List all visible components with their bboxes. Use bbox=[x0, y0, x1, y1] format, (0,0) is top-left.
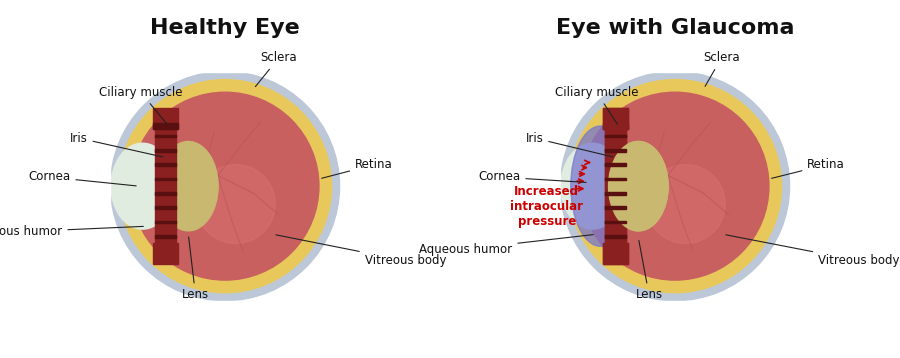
Bar bbox=[605, 178, 626, 180]
Text: Increased
intraocular
pressure: Increased intraocular pressure bbox=[510, 185, 583, 228]
Text: Retina: Retina bbox=[771, 158, 845, 178]
Bar bbox=[603, 243, 627, 264]
Bar bbox=[605, 163, 626, 166]
Text: Lens: Lens bbox=[635, 241, 662, 301]
Text: Sclera: Sclera bbox=[703, 51, 740, 86]
Text: Vitreous body: Vitreous body bbox=[725, 235, 900, 267]
Ellipse shape bbox=[111, 143, 174, 229]
Bar bbox=[605, 135, 626, 137]
Text: Healthy Eye: Healthy Eye bbox=[150, 18, 300, 38]
Circle shape bbox=[119, 79, 331, 293]
Text: Cornea: Cornea bbox=[478, 170, 586, 184]
Bar bbox=[605, 129, 626, 243]
Text: Vitreous body: Vitreous body bbox=[275, 235, 446, 267]
Bar bbox=[603, 123, 627, 129]
Bar bbox=[605, 206, 626, 209]
Bar bbox=[605, 178, 626, 180]
Circle shape bbox=[646, 165, 725, 243]
Bar bbox=[605, 235, 626, 238]
Bar bbox=[10, 0, 440, 72]
Bar bbox=[155, 129, 176, 243]
Bar bbox=[605, 221, 626, 223]
Bar bbox=[605, 163, 626, 166]
Bar bbox=[460, 0, 561, 358]
Bar bbox=[155, 135, 176, 137]
Text: Aqueous humor: Aqueous humor bbox=[419, 234, 593, 256]
Bar bbox=[155, 192, 176, 195]
Bar bbox=[155, 149, 176, 152]
Text: Eye with Glaucoma: Eye with Glaucoma bbox=[556, 18, 794, 38]
Bar bbox=[605, 135, 626, 137]
Circle shape bbox=[569, 79, 781, 293]
Text: Ciliary muscle: Ciliary muscle bbox=[554, 86, 638, 124]
Ellipse shape bbox=[571, 126, 630, 246]
Bar bbox=[605, 192, 626, 195]
Bar bbox=[10, 0, 111, 358]
Text: Ciliary muscle: Ciliary muscle bbox=[99, 86, 183, 125]
Bar bbox=[603, 243, 627, 264]
Bar bbox=[605, 192, 626, 195]
Bar bbox=[603, 108, 627, 129]
Bar bbox=[605, 149, 626, 152]
Bar bbox=[155, 221, 176, 223]
Bar bbox=[155, 206, 176, 209]
Bar bbox=[605, 221, 626, 223]
Text: Iris: Iris bbox=[69, 131, 163, 157]
Bar bbox=[605, 149, 626, 152]
Ellipse shape bbox=[608, 141, 668, 231]
Text: Aqueous humor: Aqueous humor bbox=[0, 226, 143, 238]
Text: Retina: Retina bbox=[321, 158, 392, 178]
Bar bbox=[155, 235, 176, 238]
Bar bbox=[155, 178, 176, 180]
Circle shape bbox=[111, 72, 339, 301]
Bar bbox=[460, 301, 890, 358]
Bar bbox=[10, 301, 440, 358]
Bar bbox=[153, 123, 177, 129]
Ellipse shape bbox=[158, 141, 218, 231]
Text: Iris: Iris bbox=[526, 131, 613, 157]
Text: Lens: Lens bbox=[182, 237, 209, 301]
Circle shape bbox=[196, 165, 275, 243]
Bar bbox=[153, 108, 177, 129]
Bar bbox=[153, 243, 177, 264]
Circle shape bbox=[561, 72, 789, 301]
Bar bbox=[155, 163, 176, 166]
Bar bbox=[605, 129, 626, 243]
Ellipse shape bbox=[608, 141, 668, 231]
Circle shape bbox=[581, 92, 769, 280]
Circle shape bbox=[131, 92, 319, 280]
Bar bbox=[605, 235, 626, 238]
Ellipse shape bbox=[561, 143, 624, 229]
Bar bbox=[605, 206, 626, 209]
Text: Cornea: Cornea bbox=[28, 170, 136, 186]
Text: Sclera: Sclera bbox=[256, 51, 297, 87]
Bar bbox=[460, 0, 890, 72]
Bar bbox=[603, 108, 627, 129]
